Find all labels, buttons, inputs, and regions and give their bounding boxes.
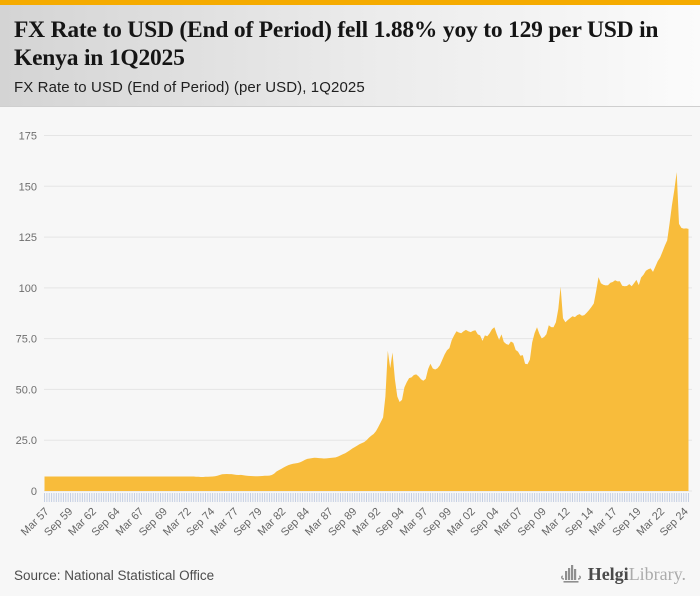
accent-topbar: [0, 0, 700, 5]
chart-footer: Source: National Statistical Office Helg…: [0, 560, 700, 590]
chart-subtitle: FX Rate to USD (End of Period) (per USD)…: [14, 79, 365, 96]
x-axis-tick-marks: [44, 493, 689, 502]
source-label: Source: National Statistical Office: [14, 568, 215, 583]
fx-rate-area-series: [44, 172, 689, 491]
y-axis-label-75.0: 75.0: [16, 334, 37, 346]
chart-area: 0 25.0 50.0 75.0 100 125 150 175 Mar 57 Sep 59 Mar…: [0, 118, 700, 555]
y-axis-label-50.0: 50.0: [16, 384, 37, 396]
helgi-bars-icon: [560, 565, 581, 583]
logo-helgi-text: Helgi: [587, 563, 629, 584]
y-axis-label-125: 125: [19, 232, 37, 244]
chart-headline: FX Rate to USD (End of Period) fell 1.88…: [14, 17, 659, 71]
helgi-library-logo: HelgiLibrary.: [559, 563, 686, 585]
y-axis-label-150: 150: [19, 181, 37, 193]
chart-header: FX Rate to USD (End of Period) fell 1.88…: [0, 5, 700, 107]
y-axis-label-25.0: 25.0: [16, 435, 37, 447]
y-axis-label-100: 100: [19, 283, 37, 295]
y-axis-label-175: 175: [19, 131, 37, 143]
logo-library-text: Library.: [628, 563, 686, 584]
y-axis-label-0: 0: [31, 486, 37, 498]
